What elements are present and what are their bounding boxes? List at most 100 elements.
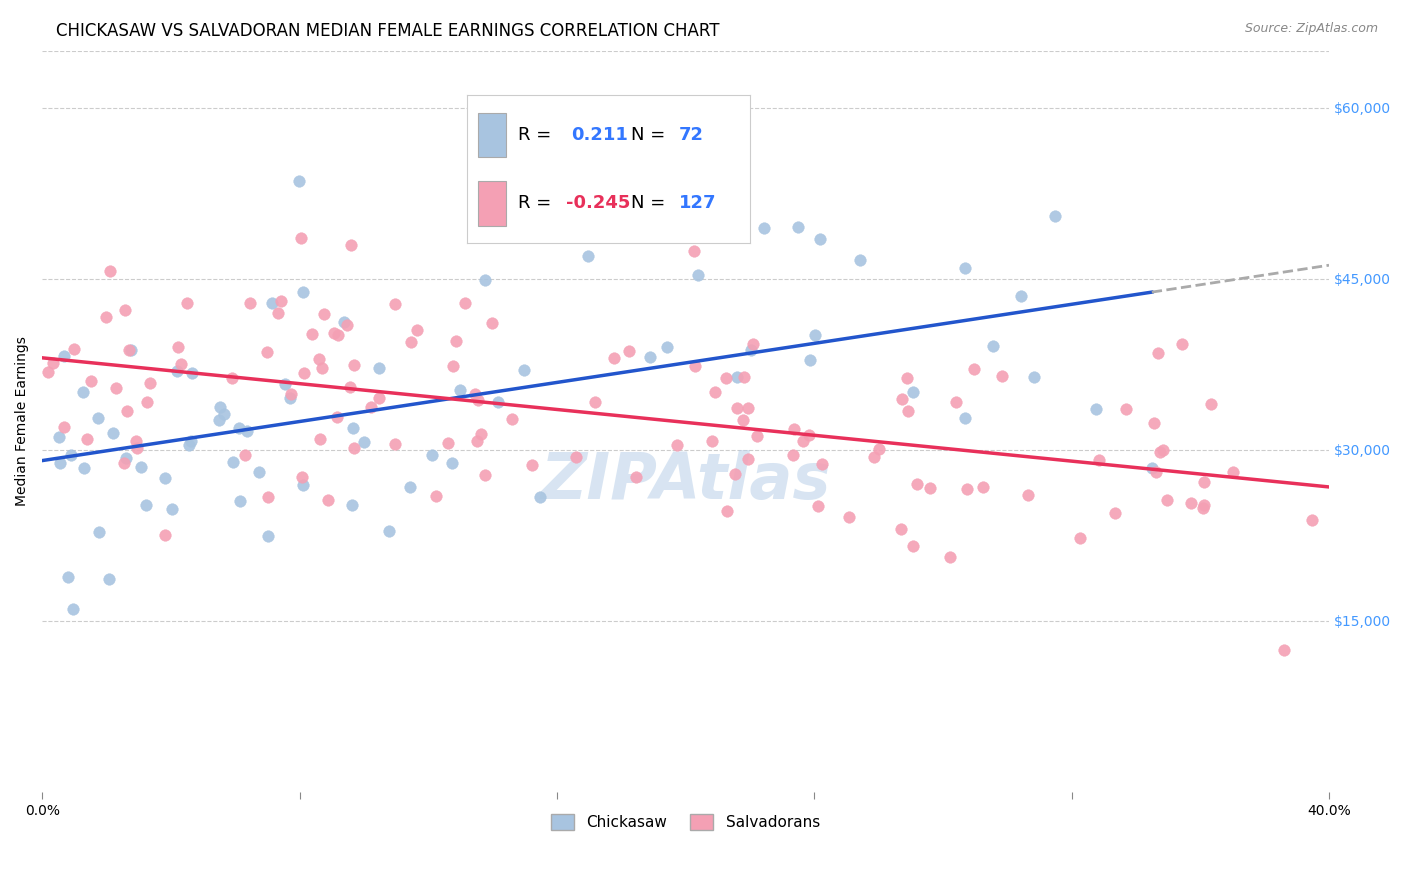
Point <box>939 549 962 564</box>
Point <box>1144 466 1167 480</box>
Point <box>486 395 509 409</box>
Point <box>891 392 914 406</box>
Point <box>274 376 297 391</box>
Text: CHICKASAW VS SALVADORAN MEDIAN FEMALE EARNINGS CORRELATION CHART: CHICKASAW VS SALVADORAN MEDIAN FEMALE EA… <box>56 22 720 40</box>
Point <box>1222 465 1244 479</box>
Point <box>343 358 366 372</box>
Point <box>139 376 162 391</box>
Point <box>267 306 290 320</box>
Point <box>367 361 389 376</box>
Point <box>1043 210 1066 224</box>
Point <box>177 438 200 452</box>
Point <box>1143 417 1166 431</box>
Point <box>441 456 464 470</box>
Point <box>838 510 860 524</box>
Point <box>257 529 280 543</box>
Point <box>235 424 257 438</box>
Point <box>848 253 870 268</box>
Y-axis label: Median Female Earnings: Median Female Earnings <box>15 336 30 507</box>
Point <box>808 232 831 246</box>
Legend: Chickasaw, Salvadorans: Chickasaw, Salvadorans <box>546 808 825 836</box>
Point <box>901 384 924 399</box>
Point <box>353 435 375 450</box>
Point <box>112 456 135 470</box>
Point <box>53 349 76 363</box>
Point <box>117 404 139 418</box>
Point <box>737 452 759 467</box>
Point <box>685 359 707 374</box>
Point <box>665 438 688 452</box>
Point <box>181 366 204 380</box>
Point <box>990 368 1012 383</box>
Point <box>1301 513 1323 527</box>
Point <box>617 344 640 359</box>
Point <box>98 264 121 278</box>
Point <box>725 369 748 384</box>
Point <box>1024 369 1046 384</box>
Point <box>326 409 349 424</box>
Point <box>1171 337 1194 351</box>
Point <box>1069 531 1091 545</box>
Point <box>114 451 136 466</box>
Point <box>339 380 361 394</box>
Point <box>513 362 536 376</box>
Point <box>176 296 198 310</box>
Point <box>901 539 924 553</box>
Point <box>963 362 986 376</box>
Point <box>782 448 804 462</box>
Point <box>120 343 142 357</box>
Point <box>308 351 330 366</box>
Point <box>565 450 588 464</box>
Point <box>1156 493 1178 508</box>
Point <box>1010 289 1032 303</box>
Point <box>742 336 765 351</box>
Point <box>118 343 141 357</box>
Point <box>464 387 486 401</box>
Point <box>437 436 460 450</box>
Point <box>1199 397 1222 411</box>
Point <box>704 385 727 400</box>
Point <box>125 441 148 455</box>
Point <box>890 522 912 536</box>
Point <box>655 340 678 354</box>
Point <box>56 570 79 584</box>
Point <box>63 342 86 356</box>
Point <box>342 421 364 435</box>
Point <box>167 340 190 354</box>
Point <box>920 481 942 495</box>
Point <box>905 477 928 491</box>
Point <box>96 310 118 324</box>
Point <box>807 499 830 513</box>
Point <box>737 401 759 415</box>
Point <box>945 395 967 409</box>
Point <box>804 327 827 342</box>
Point <box>322 326 344 340</box>
Point <box>153 471 176 485</box>
Point <box>114 303 136 318</box>
Point <box>270 293 292 308</box>
Point <box>474 468 496 483</box>
Point <box>62 602 84 616</box>
Point <box>740 343 762 357</box>
Point <box>79 374 101 388</box>
Point <box>682 244 704 259</box>
Point <box>467 393 489 408</box>
Point <box>953 260 976 275</box>
Point <box>309 432 332 446</box>
Point <box>155 527 177 541</box>
Point <box>288 174 311 188</box>
Point <box>343 441 366 455</box>
Point <box>425 489 447 503</box>
Point <box>278 391 301 405</box>
Point <box>103 425 125 440</box>
Point <box>42 355 65 369</box>
Point <box>1146 346 1168 360</box>
Point <box>378 524 401 539</box>
Point <box>37 365 59 379</box>
Point <box>384 297 406 311</box>
Point <box>724 467 747 482</box>
Point <box>1115 402 1137 417</box>
Point <box>686 268 709 282</box>
Point <box>180 434 202 449</box>
Point <box>87 524 110 539</box>
